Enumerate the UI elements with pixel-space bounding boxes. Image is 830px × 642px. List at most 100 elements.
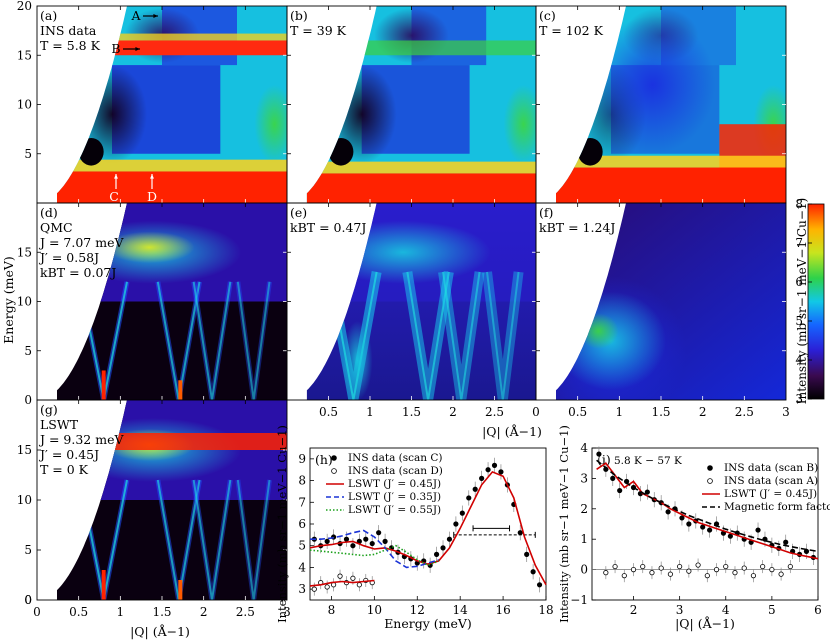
- panel-i-point: [783, 539, 789, 545]
- panel-i-legend-entry: LSWT (J′ = 0.45J): [724, 488, 817, 500]
- panel-i-point: [723, 563, 729, 570]
- panel-i-legend: INS data (scan B)INS data (scan A)LSWT (…: [702, 462, 830, 513]
- panel-h-point: [382, 538, 388, 544]
- panel-h-point: [459, 510, 465, 516]
- annotation-d: D: [147, 189, 157, 204]
- panel-h-series-2: [309, 470, 547, 586]
- panel-i-point: [686, 521, 692, 527]
- panel-b-tag: (b): [290, 8, 308, 23]
- panel-i-point: [677, 563, 683, 570]
- colorbar-tick: 6: [795, 275, 803, 289]
- panel-d-tag: (d): [40, 205, 58, 220]
- panel-i-point: [732, 570, 738, 576]
- panel-g-label-1: J = 9.32 meV: [38, 432, 124, 447]
- panel-h-frame: [309, 447, 547, 601]
- panel-h-point: [376, 530, 382, 536]
- panel-h-ytick: 5: [298, 539, 306, 553]
- panel-e-tag: (e): [290, 205, 307, 220]
- panel-h-point: [363, 536, 369, 542]
- panel-h-point: [479, 475, 485, 481]
- q-tick-f: 1: [616, 405, 624, 419]
- energy-tick: 0: [24, 593, 32, 607]
- q-tick-bottom: 2.5: [236, 605, 255, 619]
- panel-a-label-0: INS data: [40, 23, 97, 38]
- panel-i-point: [750, 573, 757, 579]
- panel-i-point: [755, 527, 761, 533]
- energy-tick: 10: [17, 98, 32, 112]
- q-tick-e: 1.5: [402, 405, 421, 419]
- q-tick-e: 2.5: [485, 405, 504, 419]
- panel-c-tag: (c): [539, 8, 556, 23]
- energy-tick: 15: [17, 48, 32, 62]
- panel-i-ytick: 3: [580, 471, 588, 485]
- panel-e: (e)kBT = 0.47J: [286, 202, 537, 401]
- colorbar-scale: [807, 203, 825, 400]
- panel-c: (c)T = 102 K: [535, 5, 787, 204]
- panel-i-legend-entry: INS data (scan A): [724, 475, 818, 487]
- panel-a-tag: (a): [40, 8, 57, 23]
- panel-h-legend: INS data (scan C)INS data (scan D)LSWT (…: [326, 452, 443, 516]
- panel-h-xtick: 16: [495, 603, 510, 617]
- colorbar-tick: 5: [795, 314, 803, 328]
- panel-i-point: [695, 562, 701, 568]
- panel-i-point: [760, 563, 766, 570]
- energy-axis-label: Energy (meV): [1, 256, 16, 344]
- panel-g-label-3: T = 0 K: [40, 462, 89, 477]
- panel-g-label-0: LSWT: [40, 417, 79, 432]
- panel-h-energy-cut: 8 10 12 14 16 18 3 4 5 6 7 8 9 Energy (meV) Intensity …: [275, 425, 554, 631]
- panel-i-xlabel: |Q| (Å−1): [675, 616, 735, 631]
- panel-i-point: [741, 565, 747, 571]
- q-tick-e: 1: [366, 405, 374, 419]
- panel-i-point: [667, 571, 674, 577]
- panel-h-point: [453, 521, 459, 527]
- q-tick-bottom: 0: [33, 605, 41, 619]
- panel-i-point: [644, 489, 650, 495]
- panel-h-ytick: 7: [298, 495, 306, 509]
- panel-h-series-3: [310, 529, 439, 569]
- annotation-a: A: [130, 8, 141, 23]
- panel-f-tag: (f): [539, 205, 553, 220]
- colorbar-tick: 4: [795, 353, 803, 367]
- panel-h-ytick: 9: [298, 452, 306, 466]
- q-axis-label-bottom: |Q| (Å−1): [130, 624, 190, 639]
- q-tick-bottom: 2: [200, 605, 208, 619]
- panel-i-curve: [596, 462, 819, 560]
- panel-h-point: [350, 543, 356, 549]
- panel-e-label: kBT = 0.47J: [290, 220, 366, 235]
- colorbar-tick: 3: [795, 392, 803, 406]
- energy-tick: 5: [24, 543, 32, 557]
- panel-f-intensity: [556, 203, 786, 400]
- panel-i-point: [640, 563, 646, 570]
- panel-i-curve: [596, 459, 819, 553]
- panel-a-intensity: [57, 6, 287, 203]
- panel-i-ytick: 4: [580, 441, 588, 455]
- panel-h-point: [369, 540, 375, 547]
- q-tick-e: 0.5: [319, 405, 338, 419]
- panel-i-legend-entry: Magnetic form factor: [724, 501, 830, 513]
- panel-h-xtick: 10: [367, 603, 382, 617]
- energy-tick: 15: [17, 443, 32, 457]
- panel-h-point: [433, 551, 440, 558]
- panel-h-curve: [310, 529, 439, 569]
- panel-h-point: [324, 584, 330, 590]
- q-axis-label-middle: |Q| (Å−1): [482, 424, 542, 439]
- panel-i-series-1: [603, 558, 793, 583]
- annotation-c: C: [109, 189, 119, 204]
- energy-tick: 5: [24, 147, 32, 161]
- panel-f: (f)kBT = 1.24J: [535, 202, 787, 401]
- panel-h-ytick: 8: [298, 474, 306, 488]
- panel-h-point: [343, 536, 350, 542]
- panel-i-point: [658, 565, 664, 571]
- panel-h-point: [524, 551, 530, 558]
- panel-i-point: [769, 566, 775, 573]
- energy-tick: 0: [24, 393, 32, 407]
- panel-a-label-1: T = 5.8 K: [40, 38, 101, 53]
- panel-h-curve: [309, 470, 547, 586]
- panel-h-legend-entry: INS data (scan C): [348, 452, 443, 464]
- panel-i-ylabel: Intensity (mb sr−1 meV−1 Cu−1): [557, 425, 571, 623]
- panel-h-ytick: 3: [298, 582, 306, 596]
- panel-i-point: [787, 563, 793, 570]
- q-tick-bottom: 3: [283, 605, 291, 619]
- panel-i-point: [778, 571, 784, 577]
